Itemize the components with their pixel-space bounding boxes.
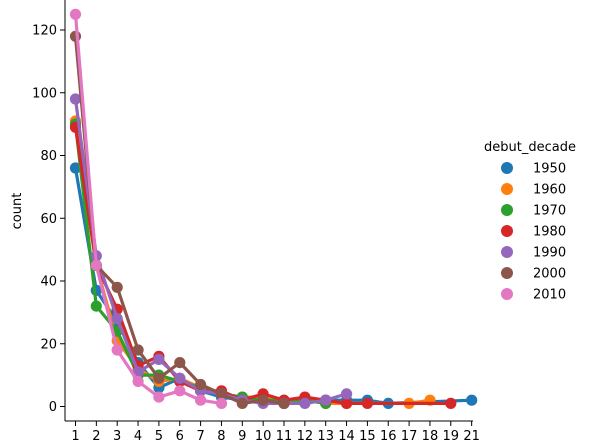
data-point-1980 xyxy=(341,397,353,409)
data-point-2000 xyxy=(153,372,165,384)
data-point-2000 xyxy=(236,397,248,409)
legend-label: 1980 xyxy=(533,225,566,240)
data-point-1990 xyxy=(320,394,332,406)
legend-label: 1970 xyxy=(533,204,566,219)
legend-marker xyxy=(501,225,513,237)
data-point-1990 xyxy=(341,388,353,400)
series-2000 xyxy=(69,30,290,409)
legend-label: 2000 xyxy=(533,267,566,282)
x-tick-label: 1 xyxy=(71,429,79,440)
x-tick-label: 8 xyxy=(217,429,225,440)
series-2010 xyxy=(69,8,228,409)
legend-item-1970: 1970 xyxy=(501,204,566,219)
x-tick-label: 4 xyxy=(134,429,142,440)
x-ticks: 1 2 3 4 5 6 7 8 9 10 11 12 13 14 15 16 17 18 19 21 xyxy=(71,421,480,440)
data-point-1950 xyxy=(69,162,82,174)
legend-item-2000: 2000 xyxy=(501,267,566,282)
data-point-2010 xyxy=(69,8,82,20)
data-point-1970 xyxy=(90,300,102,312)
x-tick-label: 2 xyxy=(92,429,100,440)
x-tick-label: 7 xyxy=(196,429,204,440)
y-axis-title: count xyxy=(10,193,25,230)
y-tick-label: 120 xyxy=(32,24,57,39)
data-point-1950 xyxy=(466,394,478,406)
legend-label: 2010 xyxy=(533,288,566,303)
x-tick-label: 10 xyxy=(255,429,272,440)
legend-item-1950: 1950 xyxy=(501,162,566,177)
data-point-1990 xyxy=(299,397,311,409)
data-point-1990 xyxy=(174,372,186,384)
legend-label: 1950 xyxy=(533,162,566,177)
data-point-2000 xyxy=(278,397,290,409)
y-ticks: 0 20 40 60 80 100 120 xyxy=(32,24,65,415)
series-line-2010 xyxy=(73,12,224,405)
x-tick-label: 6 xyxy=(176,429,184,440)
legend-marker xyxy=(501,162,513,174)
legend-marker xyxy=(501,267,513,279)
series-line-1970 xyxy=(73,122,328,405)
data-point-2010 xyxy=(215,397,228,409)
data-point-1990 xyxy=(153,353,165,365)
data-point-2010 xyxy=(111,344,123,356)
x-tick-label: 12 xyxy=(297,429,314,440)
y-tick-label: 0 xyxy=(49,400,57,415)
x-tick-label: 21 xyxy=(463,429,480,440)
x-tick-label: 9 xyxy=(238,429,246,440)
data-point-2010 xyxy=(174,385,186,397)
legend-marker xyxy=(501,183,513,195)
data-point-2010 xyxy=(132,375,144,387)
data-point-1990 xyxy=(111,313,123,325)
y-tick-label: 100 xyxy=(32,86,57,101)
x-tick-label: 14 xyxy=(338,429,355,440)
series-1960 xyxy=(69,115,436,409)
data-point-2000 xyxy=(132,344,144,356)
x-tick-label: 3 xyxy=(113,429,121,440)
x-tick-label: 5 xyxy=(155,429,163,440)
legend-marker xyxy=(501,204,513,216)
legend-marker xyxy=(501,246,513,258)
data-point-2000 xyxy=(111,281,123,293)
legend-item-1960: 1960 xyxy=(501,183,566,198)
x-tick-label: 17 xyxy=(401,429,418,440)
data-point-2000 xyxy=(215,388,228,400)
y-tick-label: 80 xyxy=(40,149,57,164)
x-tick-label: 18 xyxy=(422,429,439,440)
series-line-2000 xyxy=(73,34,286,405)
data-point-2010 xyxy=(153,391,165,403)
data-point-1980 xyxy=(445,397,457,409)
legend-title: debut_decade xyxy=(484,140,576,155)
series-line-1960 xyxy=(73,119,432,405)
legend-item-1990: 1990 xyxy=(501,246,566,261)
legend-label: 1990 xyxy=(533,246,566,261)
y-tick-label: 20 xyxy=(40,337,57,352)
legend-label: 1960 xyxy=(533,183,566,198)
legend-item-2010: 2010 xyxy=(501,288,566,303)
x-tick-label: 11 xyxy=(276,429,293,440)
data-point-1980 xyxy=(361,397,373,409)
data-point-2010 xyxy=(195,394,207,406)
plot-series xyxy=(69,8,478,409)
x-tick-label: 15 xyxy=(359,429,376,440)
series-1990 xyxy=(69,93,353,409)
data-point-2000 xyxy=(195,378,207,391)
x-tick-label: 13 xyxy=(317,429,334,440)
data-point-2000 xyxy=(257,394,269,406)
legend-item-1980: 1980 xyxy=(501,225,566,240)
data-point-2000 xyxy=(174,357,186,369)
y-tick-label: 60 xyxy=(40,212,57,227)
legend: debut_decade 1950 1960 1970 1980 1990 2000 201… xyxy=(484,140,576,303)
series-1970 xyxy=(69,118,332,409)
x-tick-label: 19 xyxy=(443,429,460,440)
data-point-1990 xyxy=(69,93,82,105)
series-line-1990 xyxy=(73,97,349,405)
legend-marker xyxy=(501,288,513,300)
x-tick-label: 16 xyxy=(380,429,397,440)
y-tick-label: 40 xyxy=(40,275,57,290)
data-point-2010 xyxy=(90,259,102,271)
